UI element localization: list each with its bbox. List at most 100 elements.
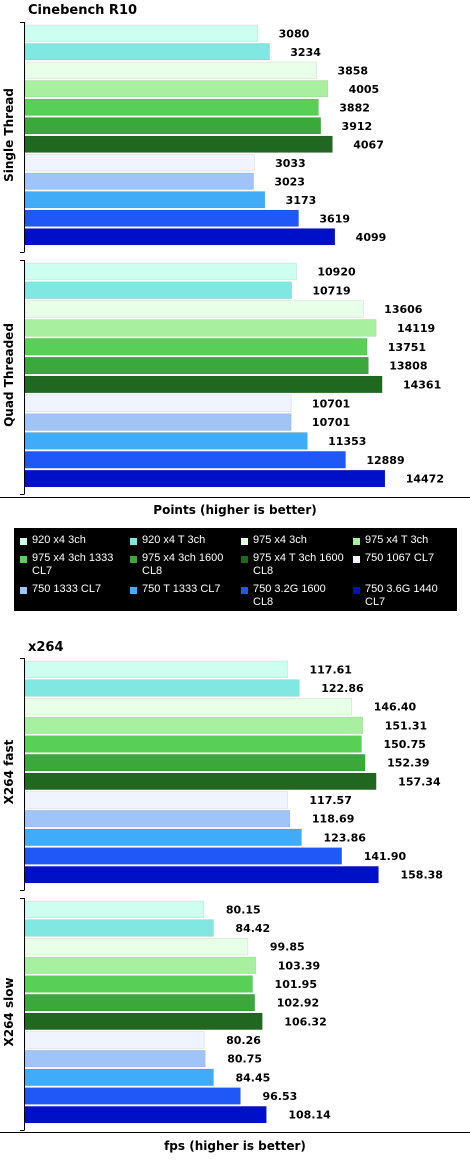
legend-item: 750 1333 CL7 bbox=[32, 583, 102, 595]
bar bbox=[24, 698, 353, 716]
data-label: 3173 bbox=[286, 194, 317, 207]
data-label: 102.92 bbox=[277, 997, 319, 1010]
data-label: 13606 bbox=[384, 303, 423, 316]
data-label: 99.85 bbox=[270, 941, 305, 954]
chart-title: Cinebench R10 bbox=[28, 3, 137, 18]
data-label: 10701 bbox=[312, 416, 350, 429]
chart-title: x264 bbox=[28, 640, 64, 655]
bar bbox=[24, 1087, 241, 1105]
legend-swatch bbox=[241, 587, 248, 594]
bar bbox=[24, 772, 377, 790]
data-label: 84.42 bbox=[235, 922, 270, 935]
x-axis-label: Points (higher is better) bbox=[153, 503, 316, 517]
data-label: 151.31 bbox=[385, 719, 427, 732]
legend-item: 975 x4 T 3ch bbox=[365, 534, 429, 546]
legend-item: 750 3.6G 1440 CL7 bbox=[365, 583, 438, 608]
bar bbox=[24, 319, 377, 337]
bar bbox=[24, 281, 292, 299]
group-label: X264 slow bbox=[2, 977, 16, 1046]
bar bbox=[24, 956, 257, 974]
bar bbox=[24, 660, 288, 678]
data-label: 122.86 bbox=[321, 682, 364, 695]
bar bbox=[24, 975, 253, 993]
bar bbox=[24, 228, 336, 246]
data-label: 158.38 bbox=[401, 869, 443, 882]
legend-swatch bbox=[353, 556, 360, 563]
bar bbox=[24, 43, 270, 61]
legend-item: 920 x4 3ch bbox=[32, 534, 86, 546]
group-label: Single Thread bbox=[2, 88, 16, 182]
bar bbox=[24, 1068, 214, 1086]
legend-item: 975 x4 T 3ch 1600 CL8 bbox=[253, 552, 344, 577]
data-label: 10701 bbox=[312, 397, 350, 410]
legend-item: 750 1067 CL7 bbox=[365, 552, 435, 564]
x-axis-label: fps (higher is better) bbox=[164, 1139, 306, 1153]
bar bbox=[24, 24, 259, 42]
data-label: 3080 bbox=[279, 27, 310, 40]
data-label: 11353 bbox=[328, 435, 366, 448]
bar bbox=[24, 919, 214, 937]
bar bbox=[24, 300, 364, 318]
data-label: 141.90 bbox=[364, 850, 407, 863]
bar bbox=[24, 1012, 263, 1030]
bar bbox=[24, 994, 255, 1012]
bar bbox=[24, 866, 379, 884]
legend-swatch bbox=[241, 538, 248, 545]
legend-swatch bbox=[241, 556, 248, 563]
data-label: 3912 bbox=[342, 120, 373, 133]
data-label: 3882 bbox=[339, 101, 370, 114]
bar bbox=[24, 338, 368, 356]
data-label: 80.75 bbox=[227, 1053, 262, 1066]
data-label: 13808 bbox=[389, 360, 427, 373]
data-label: 150.75 bbox=[383, 738, 425, 751]
data-label: 108.14 bbox=[288, 1109, 331, 1122]
bar bbox=[24, 80, 329, 98]
data-label: 157.34 bbox=[398, 775, 441, 788]
legend-item: 920 x4 T 3ch bbox=[142, 534, 206, 546]
bar bbox=[24, 191, 266, 209]
legend-item: 975 x4 3ch 1600 CL8 bbox=[142, 552, 224, 577]
bar bbox=[24, 451, 346, 469]
data-label: 4005 bbox=[349, 83, 380, 96]
data-label: 80.26 bbox=[226, 1034, 261, 1047]
data-label: 13751 bbox=[388, 341, 426, 354]
data-label: 10920 bbox=[317, 265, 356, 278]
legend-swatch bbox=[130, 538, 137, 545]
bar bbox=[24, 172, 254, 190]
bar bbox=[24, 469, 386, 488]
data-label: 103.39 bbox=[278, 959, 320, 972]
data-label: 4067 bbox=[353, 138, 384, 151]
data-label: 3858 bbox=[337, 64, 368, 77]
bar bbox=[24, 1050, 206, 1068]
bar bbox=[24, 791, 288, 809]
legend-swatch bbox=[130, 587, 137, 594]
group-label: Quad Threaded bbox=[2, 323, 16, 427]
bar bbox=[24, 847, 342, 865]
data-label: 118.69 bbox=[312, 813, 354, 826]
bar bbox=[24, 209, 299, 227]
data-label: 14472 bbox=[406, 473, 444, 486]
legend-item: 975 x4 3ch 1333 CL7 bbox=[32, 552, 114, 577]
data-label: 84.45 bbox=[235, 1071, 270, 1084]
bar bbox=[24, 394, 292, 412]
bar bbox=[24, 1106, 267, 1124]
legend-swatch bbox=[353, 587, 360, 594]
legend-item: 975 x4 3ch bbox=[253, 534, 307, 546]
chart-legend: 920 x4 3ch 920 x4 T 3ch 975 x4 3ch 975 x4 T… bbox=[14, 528, 457, 611]
bar bbox=[24, 432, 308, 450]
bar bbox=[24, 810, 291, 828]
data-label: 3619 bbox=[319, 212, 350, 225]
data-label: 3033 bbox=[275, 157, 306, 170]
bar bbox=[24, 938, 249, 956]
bar bbox=[24, 735, 362, 753]
legend-swatch bbox=[353, 538, 360, 545]
data-label: 80.15 bbox=[226, 903, 261, 916]
bar bbox=[24, 135, 333, 153]
data-label: 14119 bbox=[397, 322, 435, 335]
bar bbox=[24, 117, 321, 135]
bar bbox=[24, 262, 297, 281]
data-label: 152.39 bbox=[387, 757, 429, 770]
legend-swatch bbox=[20, 538, 27, 545]
